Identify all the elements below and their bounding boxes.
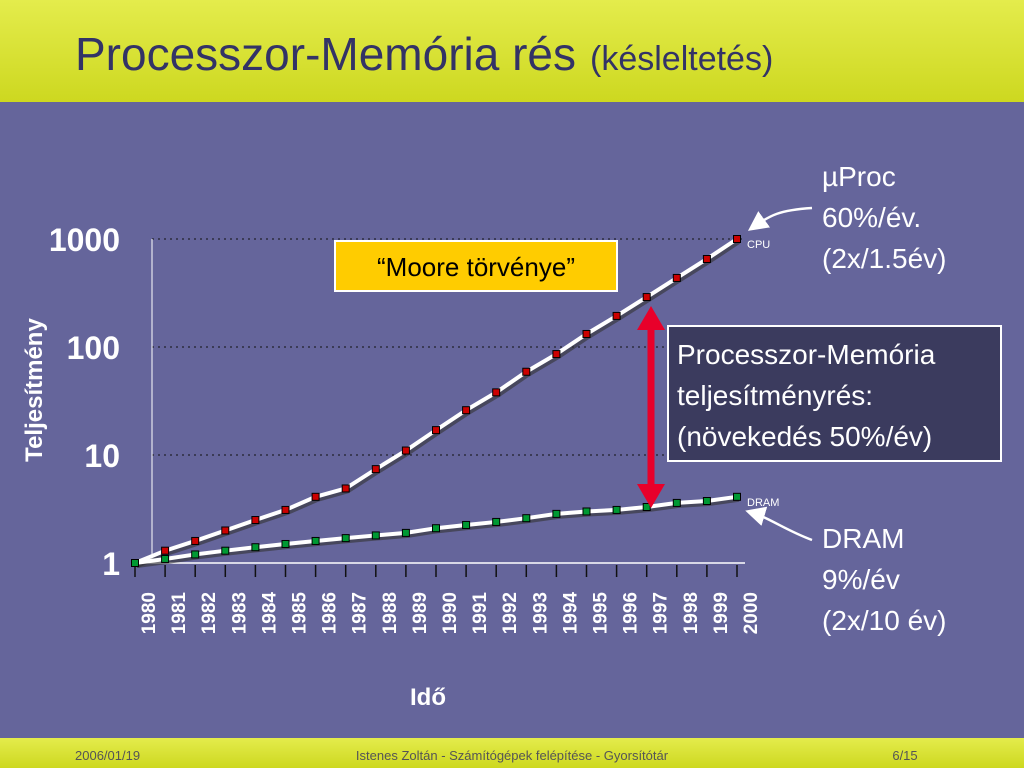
- footer-center: Istenes Zoltán - Számítógépek felépítése…: [356, 748, 669, 763]
- x-tick-label: 1985: [290, 592, 311, 635]
- marker: [432, 524, 440, 533]
- x-tick-label: 1988: [380, 592, 401, 634]
- marker: [221, 546, 230, 555]
- marker: [702, 497, 711, 506]
- marker: [251, 516, 260, 525]
- x-tick-label: 2000: [741, 592, 762, 634]
- dram-note: (2x/10 év): [822, 605, 947, 636]
- x-axis-title: Idő: [410, 684, 446, 711]
- marker: [552, 509, 561, 518]
- marker: [341, 534, 350, 543]
- x-tick-label: 1993: [530, 592, 551, 634]
- moore-label: “Moore törvénye”: [377, 252, 575, 282]
- marker: [401, 446, 410, 455]
- title: Processzor-Memória rés (késleltetés): [75, 28, 773, 80]
- marker: [281, 539, 290, 548]
- marker: [552, 350, 561, 359]
- marker: [371, 531, 380, 540]
- x-tick-label: 1980: [139, 592, 160, 634]
- gap-box: [667, 325, 1002, 462]
- marker: [311, 536, 320, 545]
- marker: [432, 426, 440, 435]
- moore-box: [334, 240, 618, 292]
- header-bg: [0, 0, 1024, 102]
- dram-arrow: [745, 506, 813, 542]
- cpu-note: (2x/1.5év): [822, 243, 947, 274]
- gap-arrow-top: [637, 306, 665, 330]
- marker: [251, 543, 260, 552]
- marker: [522, 514, 531, 523]
- marker: [341, 484, 350, 493]
- footer-date: 2006/01/19: [75, 748, 140, 763]
- y-tick-label: 100: [67, 330, 120, 366]
- marker: [161, 546, 170, 555]
- marker: [462, 406, 471, 415]
- marker: [733, 235, 741, 243]
- cpu-note: 60%/év.: [822, 202, 921, 233]
- marker: [281, 505, 290, 514]
- y-tick-label: 10: [84, 438, 120, 474]
- gap-label: Processzor-Memória: [677, 339, 936, 370]
- dram-note: 9%/év: [822, 564, 900, 595]
- marker: [582, 507, 591, 516]
- title-sub: (késleltetés): [590, 40, 773, 78]
- marker: [311, 492, 320, 501]
- dram-note: DRAM: [822, 523, 904, 554]
- cpu-arrow: [747, 206, 813, 231]
- marker: [733, 492, 741, 501]
- x-tick-label: 1997: [651, 592, 672, 634]
- gap-arrow-bottom: [637, 484, 665, 508]
- marker: [131, 559, 139, 567]
- y-tick-label: 1: [102, 546, 120, 582]
- x-tick-label: 1999: [711, 592, 732, 634]
- x-tick-label: 1994: [560, 592, 581, 635]
- series-label: DRAM: [747, 497, 779, 509]
- marker: [371, 465, 380, 474]
- footer-page: 6/15: [892, 748, 917, 763]
- title-main: Processzor-Memória rés: [75, 28, 576, 80]
- x-tick-label: 1995: [591, 592, 612, 635]
- cpu-note: µProc: [822, 161, 896, 192]
- y-axis-title: Teljesítmény: [21, 318, 48, 462]
- marker: [492, 517, 501, 526]
- marker: [642, 503, 651, 512]
- x-tick-label: 1992: [500, 592, 521, 634]
- marker: [401, 528, 410, 537]
- x-tick-label: 1983: [229, 592, 250, 634]
- marker: [672, 273, 681, 282]
- marker: [522, 367, 531, 376]
- plot: 1 10 100 1000 1980 1981 1982 1983 1984 1985 1986 19…: [21, 161, 1002, 711]
- x-tick-label: 1990: [440, 592, 461, 634]
- x-tick-label: 1996: [621, 592, 642, 634]
- x-tick-label: 1991: [470, 592, 491, 635]
- x-tick-label: 1998: [681, 592, 702, 634]
- x-tick-label: 1981: [169, 592, 190, 635]
- x-tick-label: 1987: [350, 592, 371, 634]
- marker: [191, 550, 200, 559]
- marker: [221, 526, 230, 535]
- x-tick-label: 1984: [259, 592, 280, 635]
- marker: [642, 293, 651, 302]
- marker: [702, 254, 711, 263]
- footer-bg: [0, 738, 1024, 768]
- marker: [492, 388, 501, 397]
- marker: [672, 498, 681, 507]
- marker: [612, 311, 621, 320]
- marker: [582, 329, 591, 338]
- marker: [462, 520, 471, 529]
- marker: [612, 505, 621, 514]
- marker: [161, 554, 170, 563]
- x-tick-label: 1989: [410, 592, 431, 634]
- y-tick-label: 1000: [49, 222, 120, 258]
- x-tick-label: 1982: [199, 592, 220, 634]
- x-tick-label: 1986: [320, 592, 341, 634]
- marker: [191, 536, 200, 545]
- series-label: CPU: [747, 239, 770, 251]
- gap-label: (növekedés 50%/év): [677, 421, 932, 452]
- gap-label: teljesítményrés:: [677, 380, 873, 411]
